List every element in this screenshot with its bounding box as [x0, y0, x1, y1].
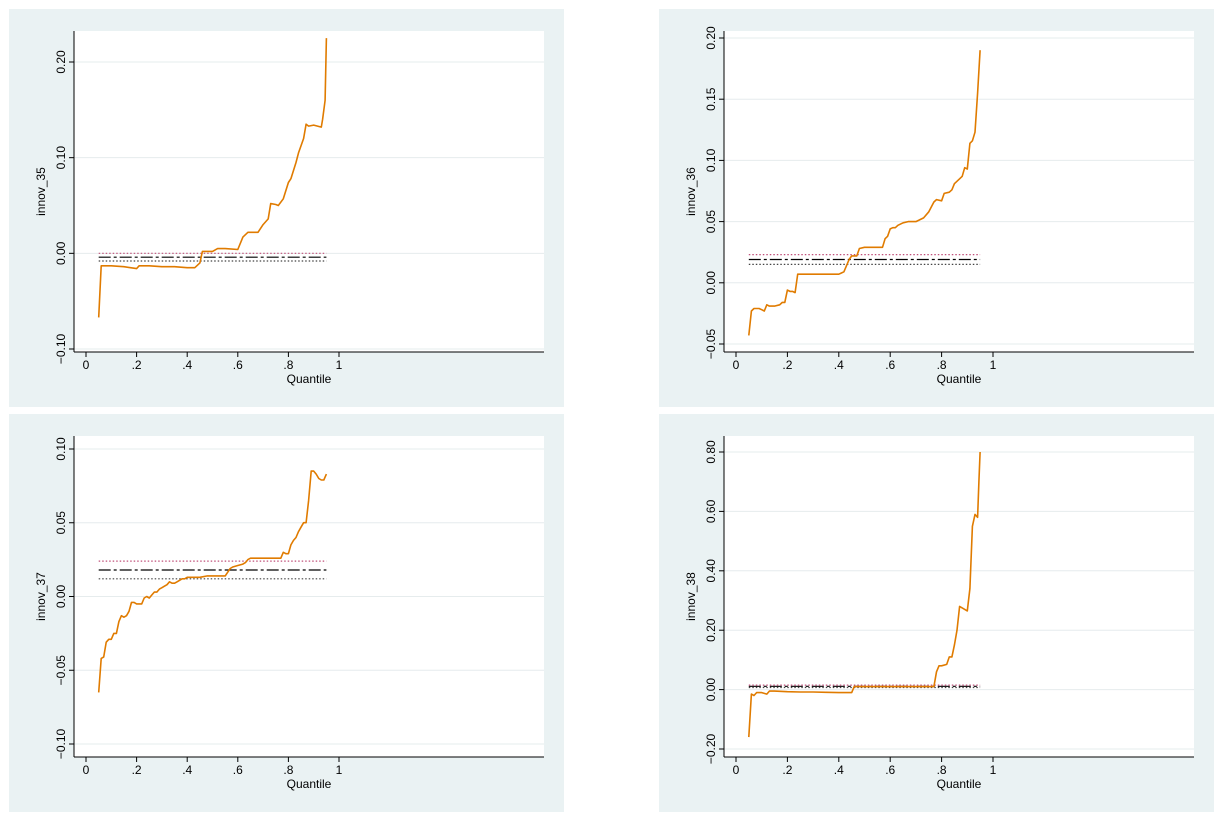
series-quantile-curve: [748, 451, 981, 738]
x-tick-label: 1: [990, 358, 997, 372]
series-quantile-curve: [97, 470, 328, 693]
x-tick-label: .8: [283, 358, 293, 372]
x-axis-title: Quantile: [937, 777, 982, 791]
x-tick-label: 0: [83, 763, 90, 777]
x-tick-label: .4: [834, 358, 844, 372]
x-tick-label: 0: [733, 358, 740, 372]
y-tick-label: 0.00: [704, 678, 718, 702]
y-axis-title: innov_37: [34, 572, 48, 621]
series-quantile-curve: [97, 38, 328, 318]
x-tick-label: 0: [83, 358, 90, 372]
x-tick-label: .2: [132, 763, 142, 777]
x-tick-label: .4: [834, 763, 844, 777]
y-tick-label: 0.15: [704, 87, 718, 111]
chart-innov-36: −0.05 0.00 0.05 0.10 0.15 0.20 0 .2 .4 .6 .8 1 Quant…: [684, 26, 1194, 386]
x-tick-label: .2: [132, 358, 142, 372]
x-axis-title: Quantile: [287, 372, 332, 386]
y-tick-label: 0.05: [704, 210, 718, 234]
y-tick-label: −0.10: [54, 728, 68, 759]
x-tick-label: 1: [336, 763, 343, 777]
y-tick-label: 0.00: [54, 241, 68, 265]
chart-panel-innov-38: −0.20 0.00 0.20 0.40 0.60 0.80 0 .2 .4 .6 .8 1 Quant…: [659, 414, 1214, 812]
y-tick-label: 0.10: [54, 437, 68, 461]
y-tick-label: 0.10: [704, 148, 718, 172]
x-tick-label: 1: [990, 763, 997, 777]
y-tick-label: 0.20: [54, 50, 68, 74]
x-tick-label: .2: [782, 358, 792, 372]
x-tick-label: .6: [885, 763, 895, 777]
x-tick-label: 1: [336, 358, 343, 372]
y-tick-label: 0.80: [704, 440, 718, 464]
x-tick-label: .6: [233, 763, 243, 777]
chart-innov-38: −0.20 0.00 0.20 0.40 0.60 0.80 0 .2 .4 .6 .8 1 Quant…: [684, 436, 1194, 791]
series-quantile-curve: [748, 50, 981, 336]
y-tick-label: 0.00: [704, 271, 718, 295]
chart-innov-37: −0.10 −0.05 0.00 0.05 0.10 0 .2 .4 .6 .8 1 Quantile…: [34, 436, 544, 791]
y-axis-title: innov_38: [684, 572, 698, 621]
chart-panel-innov-35: −0.10 0.00 0.10 0.20 0 .2 .4 .6 .8 1 Quantile innov…: [9, 9, 564, 407]
x-axis-title: Quantile: [937, 372, 982, 386]
x-tick-label: .8: [937, 358, 947, 372]
x-tick-label: .8: [283, 763, 293, 777]
plot-area: [74, 31, 544, 352]
y-tick-label: −0.20: [704, 733, 718, 764]
y-tick-label: −0.05: [704, 328, 718, 359]
x-tick-label: .2: [782, 763, 792, 777]
y-tick-label: 0.05: [54, 511, 68, 535]
y-tick-label: 0.20: [704, 26, 718, 50]
y-tick-label: 0.40: [704, 559, 718, 583]
y-tick-label: −0.10: [54, 333, 68, 364]
x-tick-label: .4: [182, 763, 192, 777]
y-tick-label: 0.00: [54, 584, 68, 608]
chart-innov-35: −0.10 0.00 0.10 0.20 0 .2 .4 .6 .8 1 Quantile innov…: [34, 31, 544, 386]
chart-panel-innov-37: −0.10 −0.05 0.00 0.05 0.10 0 .2 .4 .6 .8 1 Quantile…: [9, 414, 564, 812]
chart-panel-innov-36: −0.05 0.00 0.05 0.10 0.15 0.20 0 .2 .4 .6 .8 1 Quant…: [659, 9, 1214, 407]
x-tick-label: 0: [733, 763, 740, 777]
x-tick-label: .4: [182, 358, 192, 372]
x-tick-label: .8: [937, 763, 947, 777]
y-tick-label: −0.05: [54, 655, 68, 686]
plot-area: [724, 31, 1194, 352]
y-tick-label: 0.20: [704, 618, 718, 642]
x-axis-title: Quantile: [287, 777, 332, 791]
y-tick-label: 0.10: [54, 146, 68, 170]
y-axis-title: innov_35: [34, 167, 48, 216]
x-tick-label: .6: [233, 358, 243, 372]
y-axis-title: innov_36: [684, 167, 698, 216]
y-tick-label: 0.60: [704, 499, 718, 523]
plot-area: [724, 436, 1194, 757]
x-tick-label: .6: [885, 358, 895, 372]
